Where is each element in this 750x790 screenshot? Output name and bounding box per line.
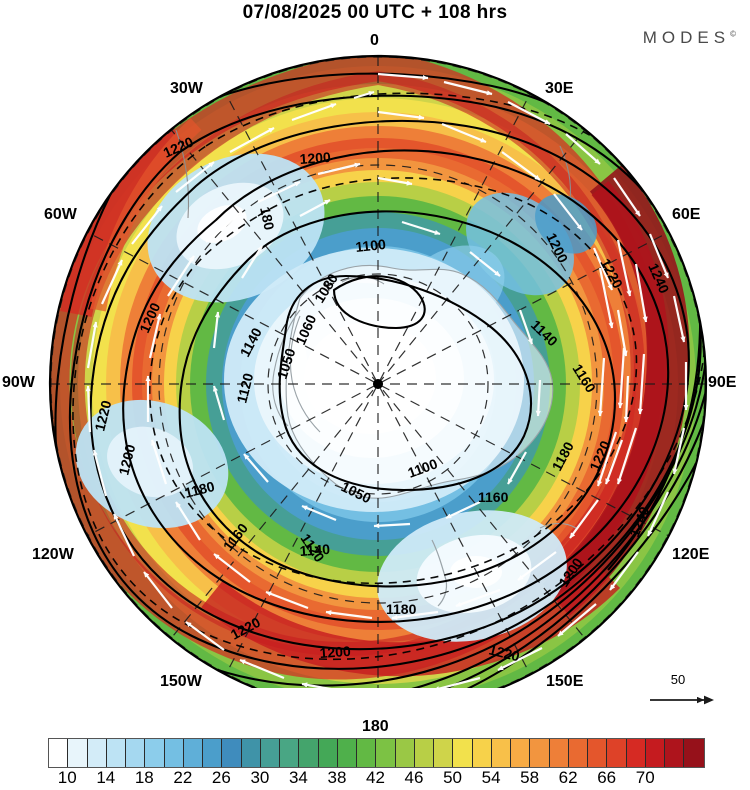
colorbar: 10 14 18 22 26 30 34 38 42 46 50 54 58 62 66 70	[0, 730, 750, 787]
lon-label-60w: 60W	[44, 206, 77, 223]
lon-label-60e: 60E	[672, 206, 701, 223]
svg-text:180: 180	[257, 205, 278, 231]
colorbar-cell	[549, 739, 569, 767]
colorbar-cell	[164, 739, 184, 767]
colorbar-cell	[241, 739, 261, 767]
polar-map: 1050 1060 1080 1100 1120 1140 1050 1120 …	[0, 28, 750, 735]
colorbar-cell	[49, 739, 69, 767]
colorbar-cell	[568, 739, 588, 767]
colorbar-tick-label: 10	[57, 768, 77, 787]
secondary-contours	[72, 92, 706, 661]
colorbar-tick-label: 62	[558, 768, 578, 787]
colorbar-cell	[530, 739, 550, 767]
lon-label-120w: 120W	[32, 546, 74, 563]
colorbar-cell	[414, 739, 434, 767]
colorbar-tick-label: 14	[96, 768, 116, 787]
colorbar-cell	[357, 739, 377, 767]
colorbar-tick-label: 66	[597, 768, 617, 787]
colorbar-cells	[48, 738, 705, 768]
lon-label-180: 180	[362, 718, 389, 735]
modes-logo-text: MODES	[642, 28, 731, 47]
wind-scale-value: 50	[670, 672, 686, 687]
lon-label-0: 0	[370, 32, 379, 49]
colorbar-tick-label: 22	[173, 768, 193, 787]
colorbar-tick-label: 46	[404, 768, 424, 787]
colorbar-cell	[337, 739, 357, 767]
colorbar-cell	[645, 739, 665, 767]
colorbar-cell	[183, 739, 203, 767]
lon-label-120e: 120E	[672, 546, 710, 563]
colorbar-cell	[203, 739, 223, 767]
colorbar-cell	[395, 739, 415, 767]
svg-text:1100: 1100	[355, 236, 387, 255]
copyright-mark: ©	[730, 29, 736, 39]
svg-text:1200: 1200	[299, 149, 331, 167]
svg-text:1180: 1180	[183, 478, 217, 501]
lon-label-30w: 30W	[170, 80, 203, 97]
svg-text:1140: 1140	[299, 541, 331, 559]
lon-label-150e: 150E	[546, 673, 584, 690]
colorbar-cell	[511, 739, 531, 767]
colorbar-tick-label: 42	[366, 768, 385, 787]
globe-outline	[48, 54, 708, 688]
colorbar-cell	[87, 739, 107, 767]
wind-vectors	[85, 72, 689, 688]
colorbar-cell	[607, 739, 627, 767]
colorbar-cell	[491, 739, 511, 767]
svg-text:1220: 1220	[91, 398, 114, 432]
colorbar-tick-labels: 10 14 18 22 26 30 34 38 42 46 50 54 58 62 66 70	[0, 768, 750, 790]
polar-stereographic-plot: 1050 1060 1080 1100 1120 1140 1050 1120 …	[48, 54, 708, 688]
colorbar-cell	[318, 739, 338, 767]
svg-text:1120: 1120	[233, 371, 256, 405]
wind-scale-legend: 50	[648, 672, 738, 712]
lon-label-150w: 150W	[160, 673, 202, 690]
svg-text:1160: 1160	[478, 489, 509, 505]
colorbar-cell	[472, 739, 492, 767]
lon-label-30e: 30E	[545, 80, 574, 97]
svg-text:1220: 1220	[487, 641, 521, 664]
colorbar-tick-label: 70	[635, 768, 655, 787]
page-title: 07/08/2025 00 UTC + 108 hrs	[242, 2, 508, 23]
colorbar-cell	[626, 739, 646, 767]
map-field: 1050 1060 1080 1100 1120 1140 1050 1120 …	[50, 56, 706, 688]
pole-marker	[373, 379, 383, 389]
svg-text:1180: 1180	[386, 601, 417, 617]
colorbar-tick-label: 18	[134, 768, 154, 787]
colorbar-cell	[68, 739, 88, 767]
colorbar-tick-label: 26	[211, 768, 231, 787]
colorbar-cell	[665, 739, 685, 767]
lon-label-90e: 90E	[708, 374, 737, 391]
colorbar-cell	[684, 739, 704, 767]
colorbar-cell	[280, 739, 300, 767]
lon-label-90w: 90W	[2, 374, 35, 391]
colorbar-tick-label: 34	[288, 768, 308, 787]
modes-logo: MODES©	[643, 28, 736, 48]
colorbar-cell	[434, 739, 454, 767]
colorbar-tick-label: 50	[443, 768, 463, 787]
colorbar-tick-label: 30	[250, 768, 270, 787]
colorbar-cell	[126, 739, 146, 767]
colorbar-cell	[260, 739, 280, 767]
colorbar-tick-label: 58	[520, 768, 540, 787]
wind-scale-arrow	[650, 695, 714, 705]
colorbar-cell	[222, 739, 242, 767]
colorbar-cell	[453, 739, 473, 767]
colorbar-cell	[145, 739, 165, 767]
colorbar-cell	[376, 739, 396, 767]
svg-text:1200: 1200	[319, 643, 351, 661]
colorbar-cell	[299, 739, 319, 767]
svg-text:1200: 1200	[115, 442, 138, 476]
colorbar-cell	[588, 739, 608, 767]
colorbar-tick-label: 54	[481, 768, 501, 787]
colorbar-tick-label: 38	[327, 768, 347, 787]
colorbar-cell	[106, 739, 126, 767]
